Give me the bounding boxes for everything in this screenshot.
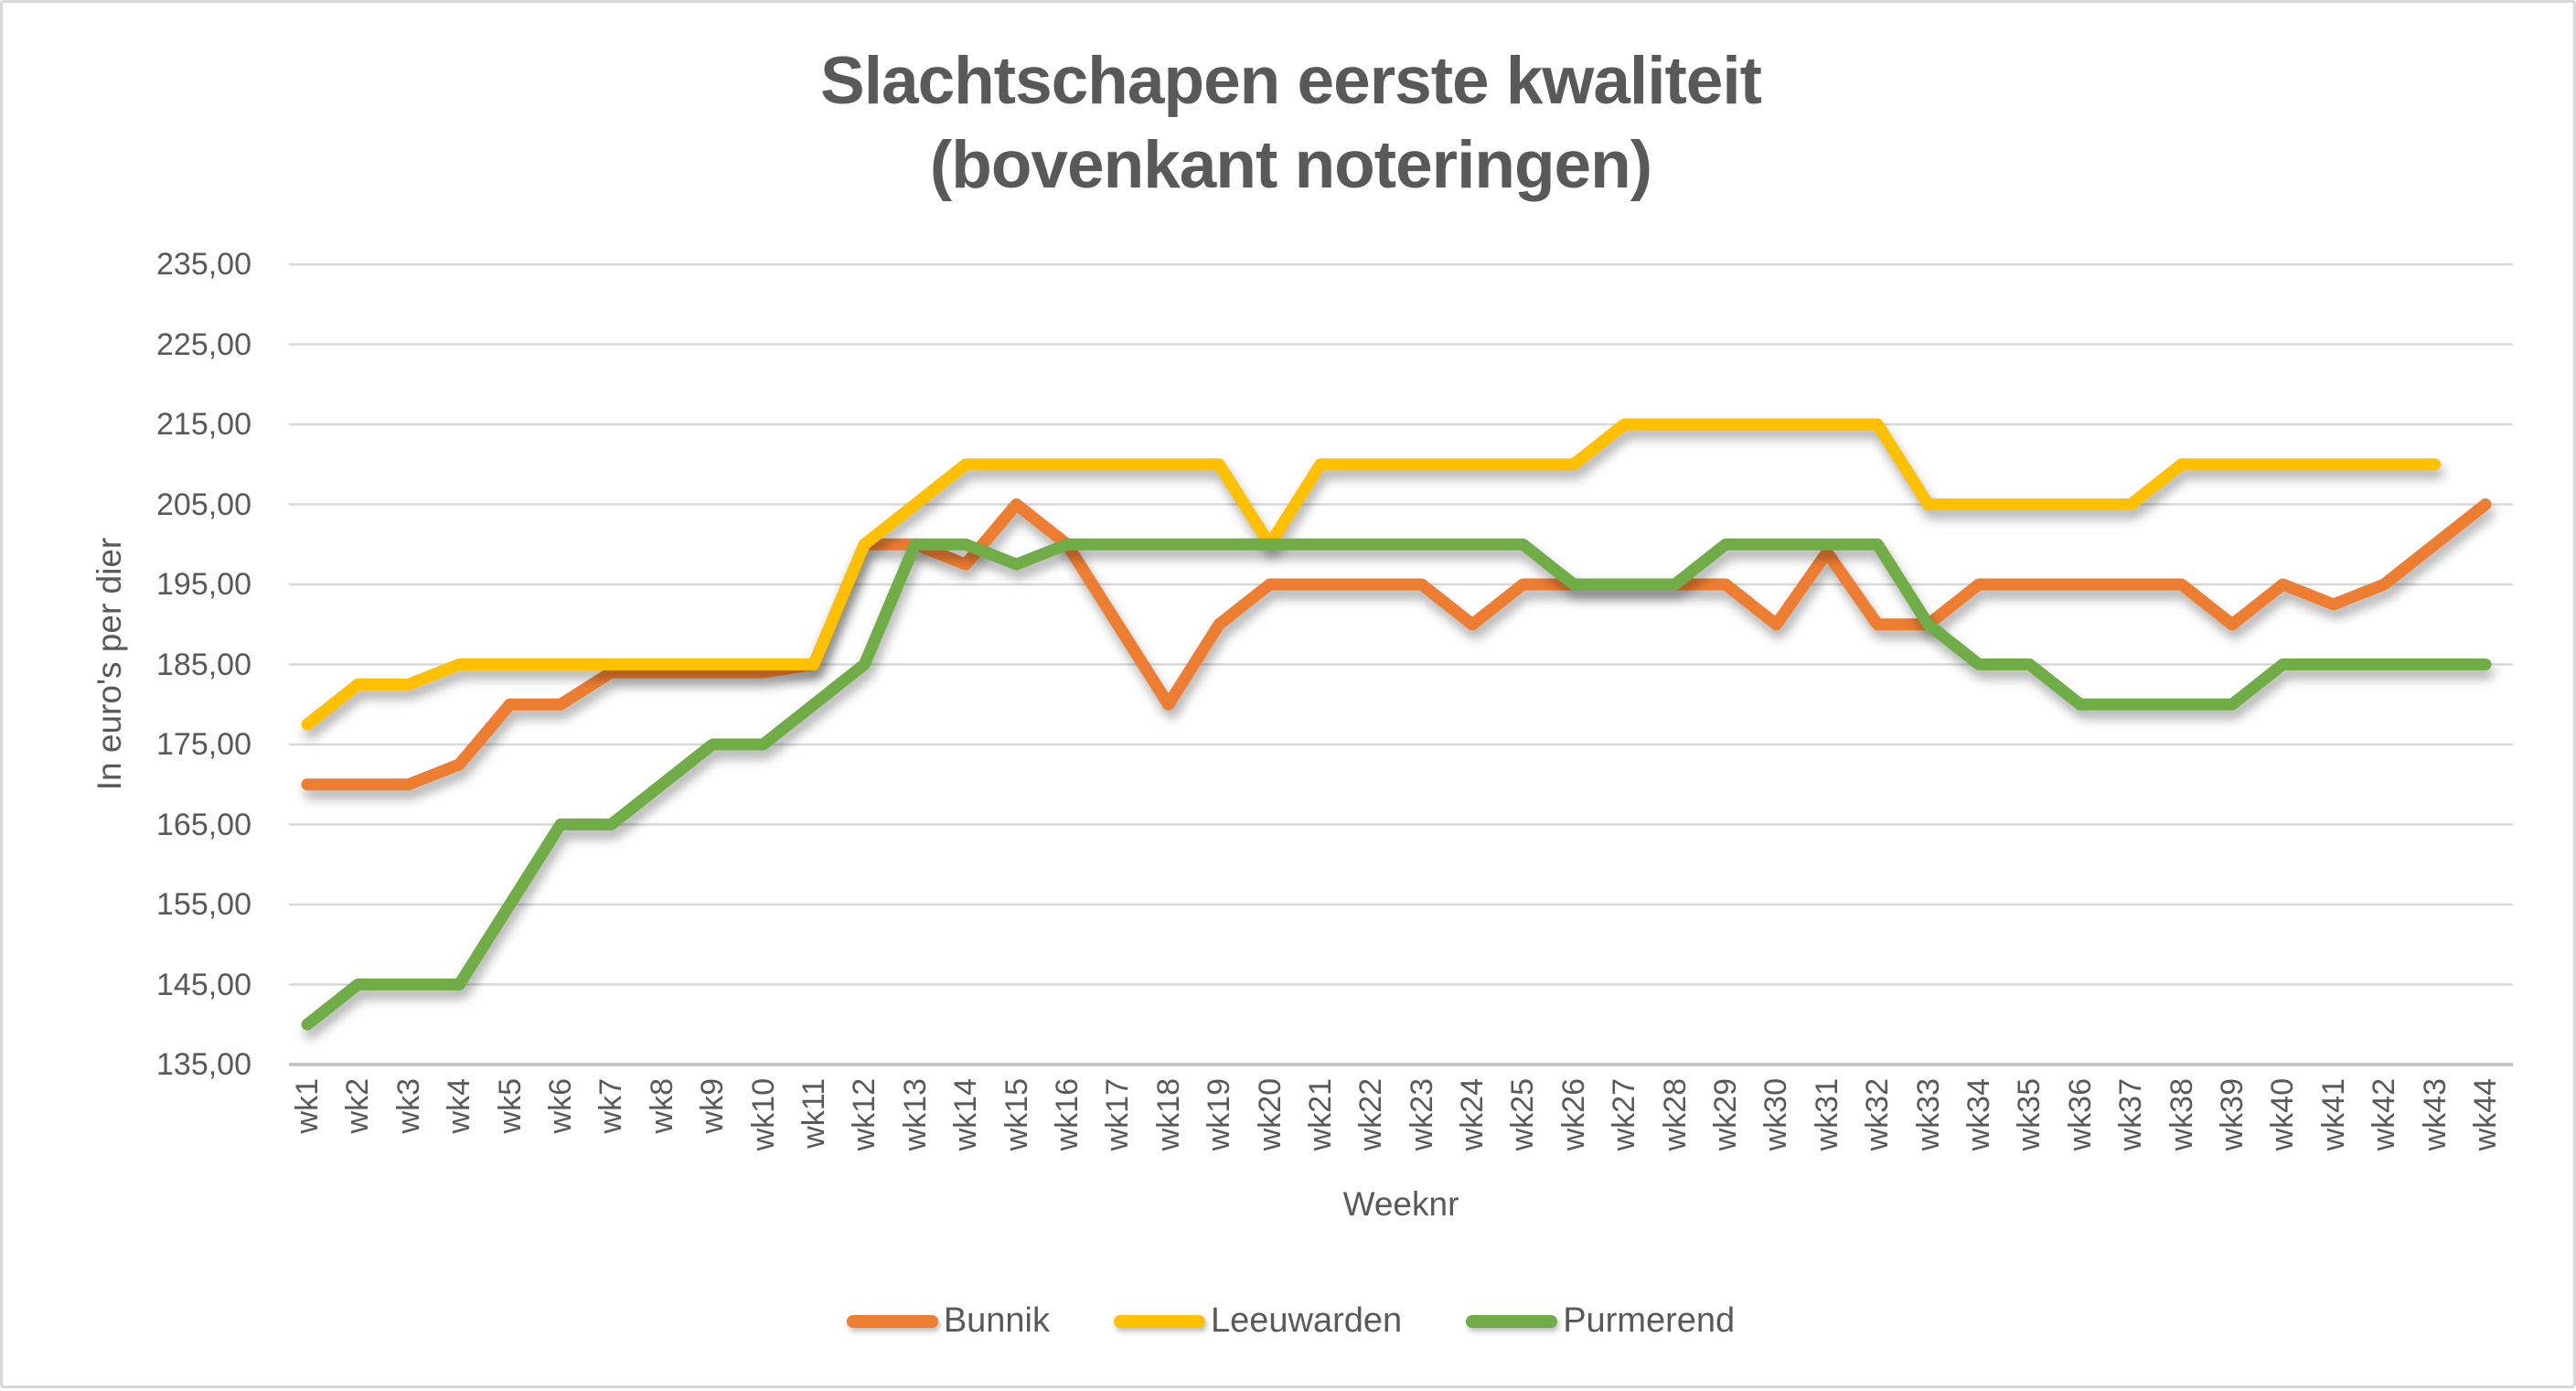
x-tick-label: wk39 [2215, 1078, 2250, 1151]
x-tick-label: wk28 [1657, 1078, 1693, 1151]
legend-item-purmerend[interactable]: Purmerend [1466, 1301, 1735, 1341]
x-tick-label: wk4 [442, 1078, 477, 1134]
x-tick-label: wk25 [1505, 1078, 1541, 1151]
chart-title-line2: (bovenkant noteringen) [929, 128, 1652, 202]
x-tick-label: wk10 [745, 1078, 781, 1151]
series-line-purmerend [301, 538, 2492, 1031]
x-tick-label: wk44 [2467, 1078, 2503, 1151]
x-tick-label: wk17 [1100, 1078, 1136, 1151]
x-tick-label: wk7 [593, 1078, 629, 1134]
x-tick-label: wk16 [1049, 1078, 1085, 1151]
x-tick-label: wk22 [1353, 1078, 1389, 1151]
x-tick-label: wk6 [542, 1078, 578, 1134]
y-tick-label: 155,00 [156, 887, 251, 922]
legend-label-bunnik: Bunnik [943, 1301, 1051, 1340]
x-tick-label: wk19 [1202, 1078, 1237, 1151]
x-tick-label: wk43 [2417, 1078, 2453, 1151]
legend-item-bunnik[interactable]: Bunnik [846, 1301, 1051, 1341]
x-tick-label: wk42 [2367, 1078, 2402, 1151]
x-tick-label: wk13 [897, 1078, 933, 1151]
chart-title: Slachtschapen eerste kwaliteit (bovenkan… [3, 39, 2576, 208]
y-tick-label: 175,00 [156, 727, 251, 762]
x-tick-label: wk23 [1404, 1078, 1439, 1151]
legend-swatch-purmerend-icon [1466, 1314, 1558, 1328]
chart-title-line1: Slachtschapen eerste kwaliteit [820, 44, 1762, 118]
legend-swatch-bunnik-icon [846, 1314, 938, 1328]
x-tick-label: wk32 [1860, 1078, 1896, 1151]
x-axis-title: Weeknr [1342, 1185, 1459, 1223]
x-tick-label: wk40 [2265, 1078, 2301, 1151]
x-tick-label: wk2 [340, 1078, 376, 1134]
x-tick-label: wk18 [1150, 1078, 1186, 1151]
x-tick-label: wk33 [1910, 1078, 1946, 1151]
x-tick-label: wk9 [695, 1078, 731, 1134]
y-tick-label: 165,00 [156, 807, 251, 842]
x-tick-label: wk35 [2012, 1078, 2047, 1151]
legend-label-purmerend: Purmerend [1563, 1301, 1736, 1340]
x-tick-label: wk29 [1708, 1078, 1744, 1151]
x-tick-label: wk3 [390, 1078, 426, 1134]
x-tick-label: wk21 [1302, 1078, 1338, 1151]
x-tick-label: wk34 [1961, 1078, 1997, 1151]
x-tick-label: wk12 [847, 1078, 882, 1151]
y-tick-label: 225,00 [156, 326, 251, 362]
x-tick-label: wk27 [1607, 1078, 1642, 1151]
legend-swatch-leeuwarden-icon [1114, 1314, 1206, 1328]
y-tick-label: 195,00 [156, 567, 251, 602]
x-tick-label: wk24 [1455, 1078, 1491, 1151]
x-tick-label: wk8 [644, 1078, 679, 1134]
x-tick-label: wk41 [2315, 1078, 2351, 1151]
y-tick-label: 205,00 [156, 487, 251, 522]
x-tick-label: wk36 [2062, 1078, 2098, 1151]
series-line-bunnik [301, 498, 2492, 791]
x-tick-label: wk37 [2113, 1078, 2149, 1151]
legend: Bunnik Leeuwarden Purmerend [3, 1301, 2576, 1341]
x-tick-label: wk1 [290, 1078, 325, 1134]
y-tick-label: 185,00 [156, 647, 251, 682]
x-tick-label: wk5 [492, 1078, 528, 1134]
x-tick-label: wk15 [999, 1078, 1034, 1151]
x-tick-label: wk20 [1252, 1078, 1288, 1151]
legend-item-leeuwarden[interactable]: Leeuwarden [1114, 1301, 1402, 1341]
y-tick-label: 215,00 [156, 407, 251, 442]
plot-area [289, 262, 2513, 1066]
x-tick-label: wk11 [796, 1078, 831, 1149]
x-tick-label: wk38 [2164, 1078, 2199, 1151]
x-tick-label: wk30 [1758, 1078, 1794, 1151]
y-tick-label: 135,00 [156, 1047, 251, 1082]
legend-label-leeuwarden: Leeuwarden [1211, 1301, 1403, 1340]
series-line-leeuwarden [301, 418, 2442, 731]
y-tick-label: 235,00 [156, 247, 251, 282]
x-tick-label: wk31 [1809, 1078, 1844, 1151]
x-tick-label: wk14 [948, 1078, 984, 1151]
x-tick-label: wk26 [1555, 1078, 1591, 1151]
y-tick-label: 145,00 [156, 967, 251, 1002]
